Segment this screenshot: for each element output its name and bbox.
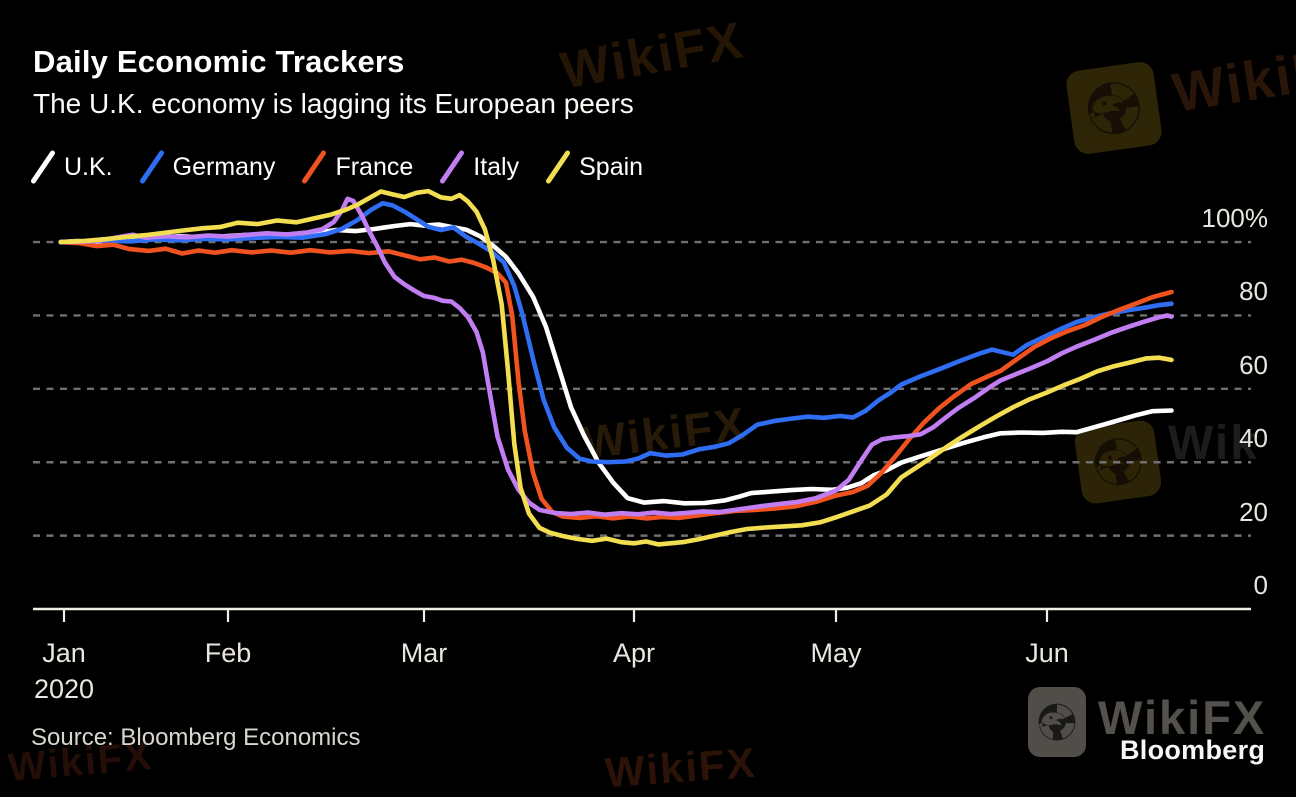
y-axis-label-80: 80 <box>1239 276 1268 307</box>
bloomberg-chart-page: { "title": "Daily Economic Trackers", "s… <box>6 11 1296 797</box>
y-axis-label-20: 20 <box>1239 496 1268 527</box>
legend-item-france: France <box>302 150 413 184</box>
y-axis-label-60: 60 <box>1239 349 1268 380</box>
x-axis-label-Jan: Jan <box>42 638 86 668</box>
x-axis-label-May: May <box>810 638 862 668</box>
bloomberg-logo: Bloomberg <box>1120 735 1266 765</box>
legend-label: U.K. <box>64 152 113 181</box>
y-axis-label-40: 40 <box>1239 423 1268 454</box>
page-subtitle: The U.K. economy is lagging its European… <box>33 88 634 119</box>
series-line-italy <box>58 196 1174 517</box>
series-line-france <box>58 239 1174 521</box>
legend-label: Italy <box>473 152 520 181</box>
x-axis-label-Apr: Apr <box>612 638 656 668</box>
x-axis-label-Mar: Mar <box>400 638 448 668</box>
legend-item-uk: U.K. <box>31 150 113 184</box>
legend: U.K. Germany France Italy Spain <box>31 150 643 184</box>
x-axis-label-Feb: Feb <box>204 638 252 668</box>
legend-item-italy: Italy <box>440 150 519 184</box>
y-axis-label-0: 0 <box>1253 570 1268 600</box>
line-chart <box>33 188 1251 622</box>
y-axis-label-100: 100% <box>1201 203 1269 234</box>
legend-item-germany: Germany <box>139 150 276 184</box>
legend-slash-icon <box>546 150 571 184</box>
page-title: Daily Economic Trackers <box>33 44 405 79</box>
legend-slash-icon <box>302 150 327 184</box>
legend-slash-icon <box>31 150 55 184</box>
legend-label: France <box>335 152 414 181</box>
x-axis-year-label: 2020 <box>33 674 95 704</box>
legend-label: Spain <box>579 152 644 181</box>
x-axis-label-Jun: Jun <box>1025 638 1069 668</box>
legend-slash-icon <box>139 150 164 184</box>
legend-label: Germany <box>172 152 276 181</box>
series-line-spain <box>58 188 1174 547</box>
legend-item-spain: Spain <box>546 150 643 184</box>
legend-slash-icon <box>440 150 465 184</box>
source-note: Source: Bloomberg Economics <box>31 724 361 751</box>
series-line-germany <box>58 200 1174 465</box>
